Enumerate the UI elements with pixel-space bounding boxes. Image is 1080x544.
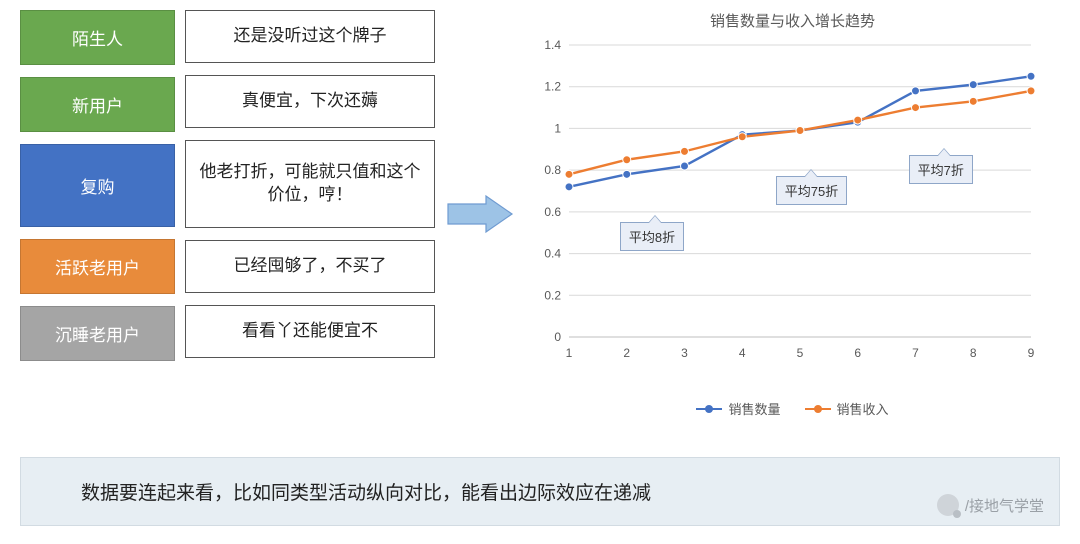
wechat-icon	[937, 494, 959, 516]
svg-text:0.8: 0.8	[544, 163, 561, 177]
svg-text:7: 7	[912, 346, 919, 360]
watermark: /接地气学堂	[937, 494, 1044, 516]
quote-box-4: 看看丫还能便宜不	[185, 305, 435, 358]
stage-column: 陌生人新用户复购活跃老用户沉睡老用户	[20, 10, 175, 418]
stage-box-1: 新用户	[20, 77, 175, 132]
legend-item: 销售数量	[696, 399, 780, 418]
svg-text:0: 0	[554, 330, 561, 344]
stage-box-0: 陌生人	[20, 10, 175, 65]
svg-text:6: 6	[854, 346, 861, 360]
stage-box-3: 活跃老用户	[20, 239, 175, 294]
footer-text: 数据要连起来看，比如同类型活动纵向对比，能看出边际效应在递减	[81, 483, 651, 504]
quote-box-1: 真便宜，下次还薅	[185, 75, 435, 128]
chart-callout-1: 平均75折	[776, 176, 847, 205]
svg-text:4: 4	[739, 346, 746, 360]
svg-text:1: 1	[554, 121, 561, 135]
svg-text:1.4: 1.4	[544, 38, 561, 52]
chart-legend: 销售数量 销售收入	[525, 399, 1060, 418]
svg-text:1: 1	[566, 346, 573, 360]
chart-cell: 销售数量与收入增长趋势 0 0.2 0.4 0.6 0.8 1 1.2 1.4 1 2 3 4 5 6 7 8…	[525, 10, 1060, 418]
chart-wrap: 0 0.2 0.4 0.6 0.8 1 1.2 1.4 1 2 3 4 5 6 7 8 9 平均8折 平均75折 平…	[525, 35, 1045, 395]
footer-bar: 数据要连起来看，比如同类型活动纵向对比，能看出边际效应在递减	[20, 457, 1060, 526]
svg-text:0.6: 0.6	[544, 205, 561, 219]
legend-item: 销售收入	[805, 399, 889, 418]
svg-text:2: 2	[623, 346, 630, 360]
svg-text:1.2: 1.2	[544, 80, 561, 94]
svg-text:0.4: 0.4	[544, 247, 561, 261]
quote-column: 还是没听过这个牌子真便宜，下次还薅他老打折，可能就只值和这个价位，哼！ 已经囤够了…	[185, 10, 435, 418]
chart-title: 销售数量与收入增长趋势	[525, 10, 1060, 31]
quote-box-0: 还是没听过这个牌子	[185, 10, 435, 63]
stage-box-4: 沉睡老用户	[20, 306, 175, 361]
arrow-icon	[446, 192, 514, 236]
arrow-cell	[445, 10, 515, 418]
chart-callout-0: 平均8折	[620, 222, 684, 251]
main-area: 陌生人新用户复购活跃老用户沉睡老用户 还是没听过这个牌子真便宜，下次还薅他老打折…	[0, 0, 1080, 418]
svg-text:8: 8	[970, 346, 977, 360]
chart-callout-2: 平均7折	[909, 155, 973, 184]
svg-text:3: 3	[681, 346, 688, 360]
svg-text:5: 5	[797, 346, 804, 360]
quote-box-3: 已经囤够了，不买了	[185, 240, 435, 293]
svg-text:9: 9	[1028, 346, 1035, 360]
svg-text:0.2: 0.2	[544, 288, 561, 302]
quote-box-2: 他老打折，可能就只值和这个价位，哼！	[185, 140, 435, 228]
stage-box-2: 复购	[20, 144, 175, 227]
watermark-text: /接地气学堂	[965, 495, 1044, 516]
